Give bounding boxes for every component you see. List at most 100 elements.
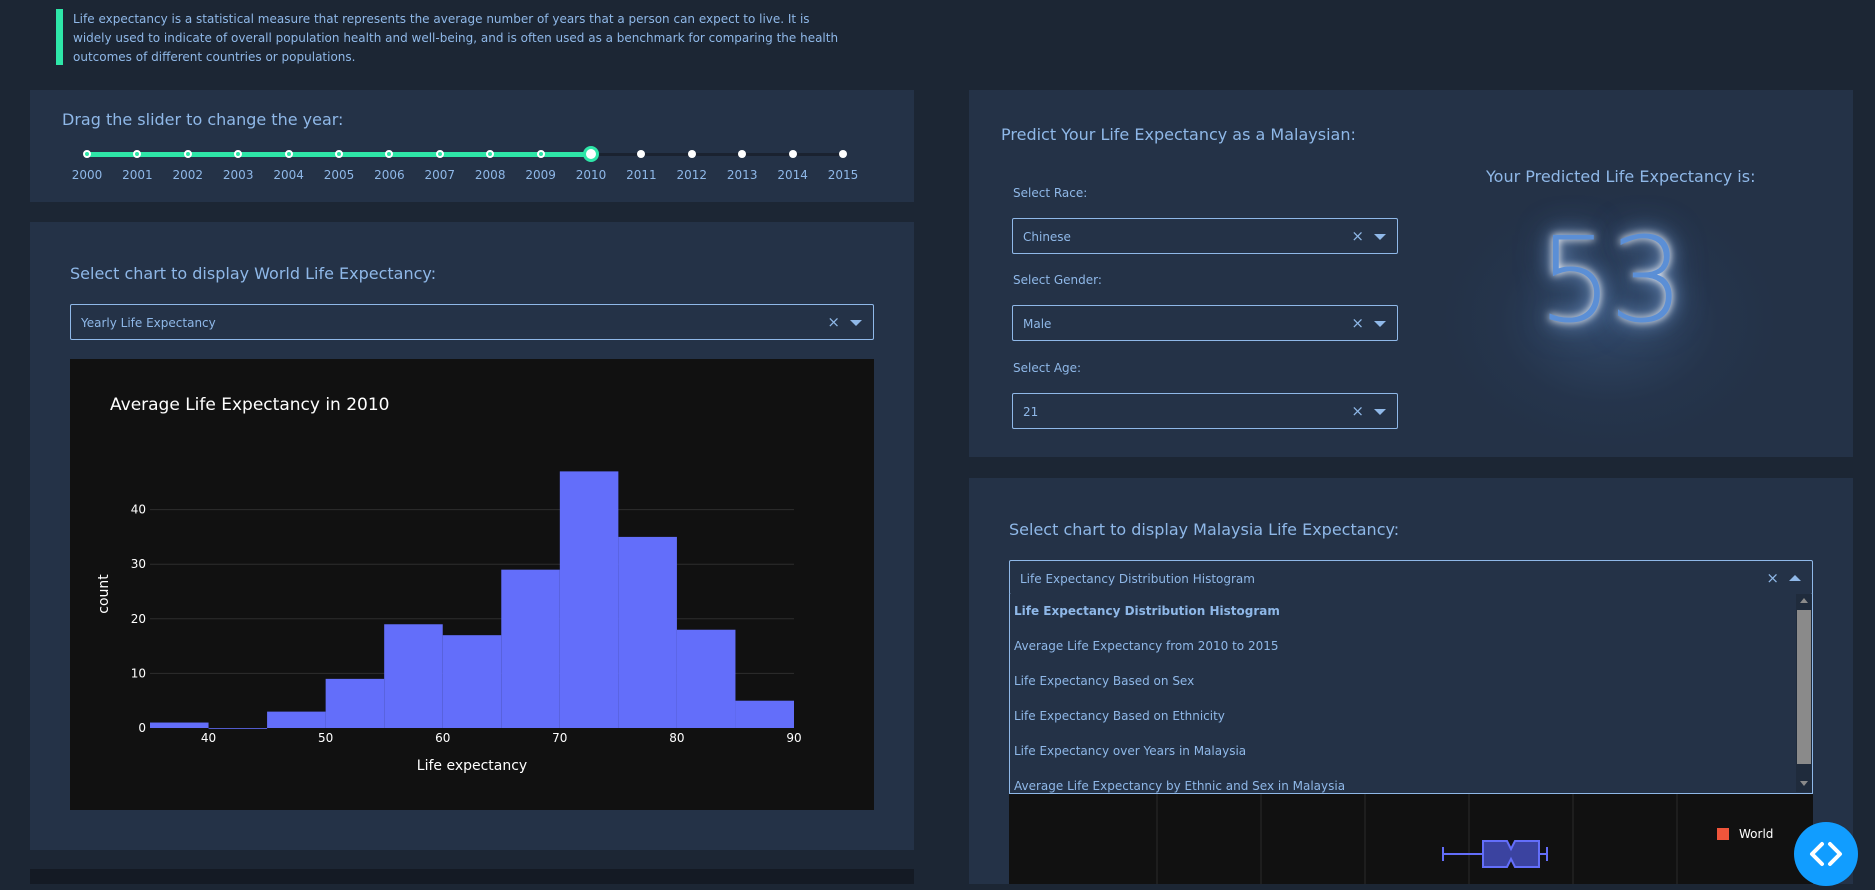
slider-mark-2012[interactable]: 2012 (676, 168, 708, 182)
histogram-bar[interactable] (676, 629, 736, 728)
histogram-bar[interactable] (735, 700, 794, 728)
x-tick-label: 90 (786, 731, 801, 745)
histogram-bar[interactable] (559, 471, 619, 728)
histogram-bar[interactable] (267, 711, 326, 728)
slider-mark-2013[interactable]: 2013 (726, 168, 758, 182)
chevron-up-icon[interactable] (1789, 575, 1801, 581)
menu-option[interactable]: Average Life Expectancy by Ethnic and Se… (1014, 779, 1346, 793)
histogram-bar[interactable] (325, 678, 385, 728)
code-icon (1810, 842, 1842, 866)
race-label: Select Race: (1013, 186, 1088, 200)
slider-dot-2004[interactable] (284, 150, 293, 158)
code-toggle-button[interactable] (1794, 822, 1858, 886)
slider-mark-2015[interactable]: 2015 (827, 168, 859, 182)
malaysia-chart-options-menu[interactable]: Life Expectancy Distribution Histogram Av… (1009, 594, 1813, 794)
gender-dropdown-value: Male (1023, 317, 1052, 331)
x-tick-label: 80 (669, 731, 684, 745)
slider-dot-2014[interactable] (788, 150, 797, 158)
chart-title: Average Life Expectancy in 2010 (110, 395, 390, 415)
slider-dot-2013[interactable] (738, 150, 747, 158)
scroll-up-icon[interactable] (1800, 598, 1808, 603)
x-axis-label: Life expectancy (417, 758, 527, 774)
x-tick-label: 50 (318, 731, 333, 745)
slider-mark-2000[interactable]: 2000 (71, 168, 103, 182)
slider-mark-2003[interactable]: 2003 (222, 168, 254, 182)
y-tick-label: 30 (131, 557, 146, 571)
malaysia-chart-dropdown[interactable]: Life Expectancy Distribution Histogram × (1009, 560, 1813, 595)
slider-mark-2002[interactable]: 2002 (172, 168, 204, 182)
menu-option[interactable]: Life Expectancy Distribution Histogram (1014, 604, 1280, 618)
slider-dot-2000[interactable] (83, 150, 91, 158)
slider-dot-2009[interactable] (536, 150, 545, 158)
race-dropdown[interactable]: Chinese × (1012, 218, 1398, 254)
malaysia-chart-dropdown-value: Life Expectancy Distribution Histogram (1020, 572, 1255, 586)
y-axis-label: count (96, 574, 112, 614)
chevron-down-icon[interactable] (1374, 409, 1386, 415)
slider-mark-2010[interactable]: 2010 (575, 168, 607, 182)
slider-dot-2006[interactable] (385, 150, 394, 158)
slider-dot-2011[interactable] (637, 150, 646, 158)
legend-swatch[interactable] (1717, 828, 1729, 840)
slider-mark-2006[interactable]: 2006 (374, 168, 405, 182)
menu-option[interactable]: Average Life Expectancy from 2010 to 201… (1014, 639, 1279, 653)
clear-icon[interactable]: × (1351, 314, 1364, 332)
bottom-card (30, 869, 914, 884)
menu-option[interactable]: Life Expectancy Based on Ethnicity (1014, 709, 1225, 723)
gender-dropdown[interactable]: Male × (1012, 305, 1398, 341)
x-tick-label: 60 (435, 731, 450, 745)
clear-icon[interactable]: × (1351, 402, 1364, 420)
legend-label-world[interactable]: World (1739, 827, 1773, 841)
histogram-bar[interactable] (442, 635, 502, 728)
slider-dot-2001[interactable] (133, 150, 142, 158)
gender-label: Select Gender: (1013, 273, 1102, 287)
chevron-down-icon[interactable] (1374, 234, 1386, 240)
slider-mark-2008[interactable]: 2008 (474, 168, 506, 182)
menu-option[interactable]: Life Expectancy over Years in Malaysia (1014, 744, 1247, 758)
clear-icon[interactable]: × (1766, 569, 1779, 587)
slider-mark-2014[interactable]: 2014 (777, 168, 808, 182)
malaysia-chart-plot: World (1009, 794, 1813, 884)
chevron-down-icon[interactable] (1374, 321, 1386, 327)
slider-mark-2007[interactable]: 2007 (424, 168, 456, 182)
predict-card: Predict Your Life Expectancy as a Malays… (969, 90, 1853, 457)
year-slider-card: Drag the slider to change the year: 2000… (30, 90, 914, 202)
age-label: Select Age: (1013, 361, 1082, 375)
menu-scrollbar[interactable] (1796, 594, 1812, 792)
slider-dot-2002[interactable] (183, 150, 192, 158)
slider-dot-2015[interactable] (839, 150, 847, 158)
clear-icon[interactable]: × (827, 313, 840, 331)
world-chart-dropdown[interactable]: Yearly Life Expectancy × (70, 304, 874, 340)
histogram-bar[interactable] (150, 722, 209, 728)
histogram-bar[interactable] (384, 624, 443, 728)
slider-dot-2003[interactable] (234, 150, 243, 158)
slider-dot-2008[interactable] (486, 150, 495, 158)
box-plot-svg: World (1156, 794, 1773, 884)
prediction-glow (1439, 190, 1779, 450)
x-tick-label: 70 (552, 731, 567, 745)
world-chart-dropdown-value: Yearly Life Expectancy (81, 316, 216, 330)
slider-mark-2001[interactable]: 2001 (122, 168, 153, 182)
slider-mark-2004[interactable]: 2004 (273, 168, 304, 182)
slider-handle[interactable] (583, 146, 599, 162)
slider-dot-2007[interactable] (435, 150, 444, 158)
clear-icon[interactable]: × (1351, 227, 1364, 245)
box-plot-box[interactable] (1482, 840, 1540, 868)
histogram-bar[interactable] (501, 569, 560, 728)
x-tick-label: 40 (201, 731, 216, 745)
chevron-down-icon[interactable] (850, 320, 862, 326)
slider-mark-2011[interactable]: 2011 (626, 168, 657, 182)
y-tick-label: 10 (131, 666, 146, 680)
world-histogram-plot: Average Life Expectancy in 2010 Life exp… (70, 359, 874, 810)
age-dropdown[interactable]: 21 × (1012, 393, 1398, 429)
histogram-bar[interactable] (208, 728, 268, 729)
predicted-title: Your Predicted Life Expectancy is: (1486, 167, 1756, 186)
scroll-thumb[interactable] (1797, 610, 1811, 764)
slider-title: Drag the slider to change the year: (62, 110, 344, 129)
slider-mark-2005[interactable]: 2005 (323, 168, 355, 182)
menu-option[interactable]: Life Expectancy Based on Sex (1014, 674, 1195, 688)
slider-dot-2005[interactable] (335, 150, 343, 158)
scroll-down-icon[interactable] (1800, 781, 1808, 786)
slider-mark-2009[interactable]: 2009 (525, 168, 556, 182)
slider-dot-2012[interactable] (687, 150, 696, 158)
histogram-bar[interactable] (618, 536, 677, 728)
